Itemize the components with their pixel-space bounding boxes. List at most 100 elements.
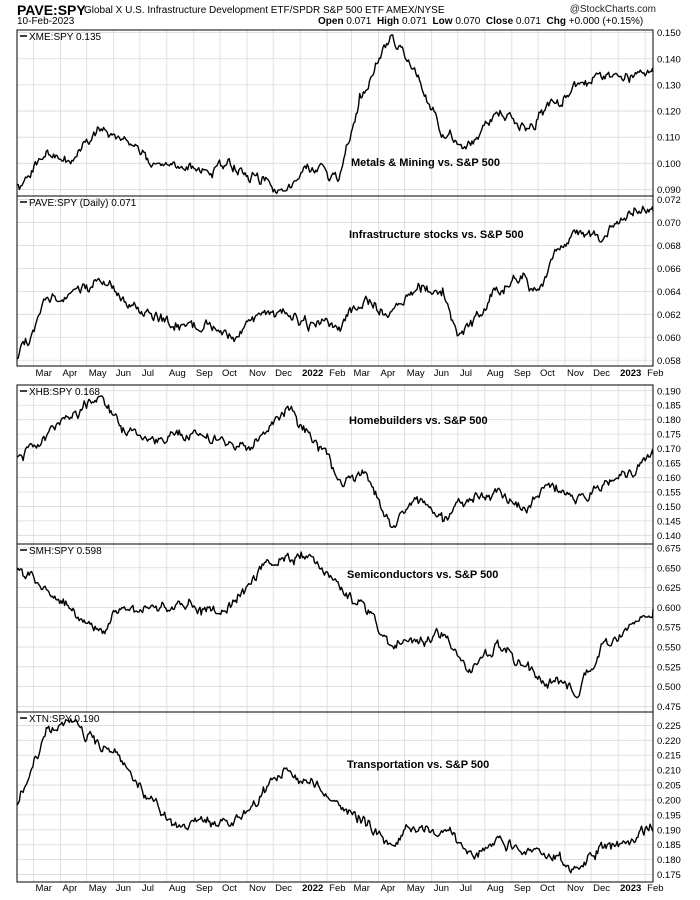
y-tick-label: 0.675 [657,543,681,554]
close-label: Close [485,16,514,27]
panel-label: XME:SPY 0.135 [29,32,102,43]
y-tick-label: 0.155 [657,487,681,498]
y-tick-label: 0.100 [657,159,681,170]
x-tick-label: Feb [329,883,345,894]
x-tick-label: Sep [514,368,531,379]
y-tick-label: 0.150 [657,502,681,513]
x-tick-label: Sep [514,883,531,894]
series-line [16,395,654,529]
chart-symbol: PAVE:SPY [17,2,86,18]
x-tick-label: Apr [381,883,396,894]
x-tick-label: Dec [275,368,292,379]
panel-annotation: Semiconductors vs. S&P 500 [347,569,498,581]
x-tick-label: Nov [567,368,584,379]
chg-value: +0.000 (+0.15%) [568,16,644,27]
high-label: High [376,16,400,27]
x-tick-label: 2023 [620,883,641,894]
y-tick-label: 0.062 [657,310,681,321]
series-line [16,718,654,874]
x-tick-label: Feb [647,368,663,379]
y-tick-label: 0.120 [657,107,681,118]
x-tick-label: May [89,883,107,894]
low-label: Low [432,16,453,27]
y-tick-label: 0.110 [657,133,680,144]
y-tick-label: 0.575 [657,623,681,634]
x-tick-label: Aug [487,368,504,379]
y-tick-label: 0.068 [657,241,681,252]
y-tick-label: 0.215 [657,751,681,762]
y-tick-label: 0.090 [657,185,681,196]
x-tick-label: Jul [460,368,472,379]
x-tick-label: Apr [381,368,396,379]
y-tick-label: 0.165 [657,459,681,470]
y-tick-label: 0.185 [657,840,681,851]
x-axis-1: Mar Apr May Jun Jul Aug Sep Oct Nov Dec 2022 Feb Mar… [36,368,664,379]
x-tick-label: Oct [222,883,237,894]
panel-annotation: Homebuilders vs. S&P 500 [349,415,488,427]
x-tick-label: Nov [249,368,266,379]
x-tick-label: Mar [36,883,52,894]
x-tick-label: Aug [169,883,186,894]
panel-frame [16,195,654,367]
x-tick-label: Oct [222,368,237,379]
x-tick-label: Apr [63,883,78,894]
x-tick-label: Sep [196,368,213,379]
y-tick-label: 0.170 [657,444,681,455]
chg-label: Chg [546,16,566,27]
y-tick-label: 0.525 [657,662,681,673]
x-tick-label: Dec [593,883,610,894]
y-tick-label: 0.058 [657,356,681,367]
high-value: 0.071 [401,16,427,27]
x-axis-2: Mar Apr May Jun Jul Aug Sep Oct Nov Dec 2022 Feb Mar… [36,883,664,894]
x-tick-label: Oct [540,368,555,379]
panel-label: SMH:SPY 0.598 [29,546,102,557]
x-tick-label: Aug [487,883,504,894]
x-tick-label: Jul [460,883,472,894]
y-tick-label: 0.150 [657,28,681,39]
open-label: Open [318,16,344,27]
chart-panel-4: 0.675 0.650 0.625 0.600 0.575 0.550 0.525 0.500… [16,543,681,713]
x-tick-label: Dec [593,368,610,379]
stockcharts-watermark: @StockCharts.com [569,4,656,15]
y-tick-label: 0.160 [657,473,681,484]
panel-annotation: Infrastructure stocks vs. S&P 500 [349,229,524,241]
x-tick-label: Jul [142,368,154,379]
y-tick-label: 0.200 [657,795,681,806]
x-tick-label: Jun [116,883,131,894]
x-tick-label: Mar [354,883,370,894]
y-tick-label: 0.625 [657,583,681,594]
y-tick-label: 0.175 [657,430,681,441]
ohlc-readout: Open 0.071 High 0.071 Low 0.070 Close 0.… [318,16,643,27]
x-tick-label: Apr [63,368,78,379]
series-line [16,34,654,194]
panel-frame [16,384,654,545]
x-tick-label: 2022 [302,883,323,894]
x-tick-label: Dec [275,883,292,894]
y-tick-label: 0.650 [657,563,681,574]
x-tick-label: Jun [116,368,131,379]
panel-label: XHB:SPY 0.168 [29,387,100,398]
y-tick-label: 0.210 [657,766,681,777]
x-tick-label: 2023 [620,368,641,379]
y-tick-label: 0.180 [657,855,681,866]
panel-annotation: Metals & Mining vs. S&P 500 [351,157,500,169]
chart-header: PAVE:SPY Global X U.S. Infrastructure De… [0,0,700,30]
y-tick-label: 0.600 [657,603,681,614]
y-tick-label: 0.475 [657,702,681,713]
y-tick-label: 0.140 [657,54,681,65]
x-tick-label: Nov [567,883,584,894]
close-value: 0.071 [515,16,541,27]
x-tick-label: Feb [647,883,663,894]
y-tick-label: 0.145 [657,516,681,527]
y-tick-label: 0.070 [657,218,681,229]
x-tick-label: Feb [329,368,345,379]
x-tick-label: May [407,883,425,894]
chart-panel-2: 0.072 0.070 0.068 0.066 0.064 0.062 0.060 0.058… [16,195,681,367]
x-tick-label: Nov [249,883,266,894]
y-tick-label: 0.072 [657,195,681,206]
y-tick-label: 0.180 [657,415,681,426]
chart-panel-1: 0.150 0.140 0.130 0.120 0.110 0.100 0.090 XME:S… [16,28,681,197]
y-tick-label: 0.064 [657,287,681,298]
x-tick-label: Mar [36,368,52,379]
